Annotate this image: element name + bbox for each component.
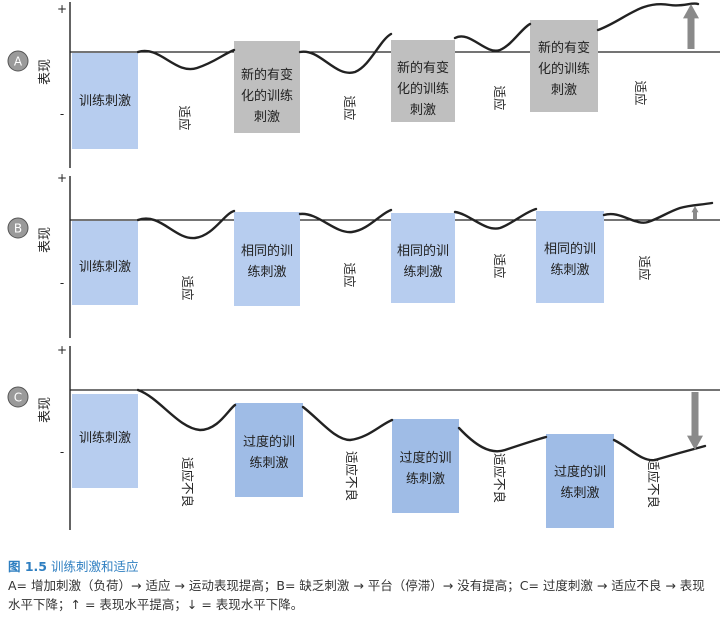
panel-a: +-A 表现训练刺激新的有变化的训练刺激新的有变化的训练刺激新的有变化的训练刺激适…: [7, 2, 720, 168]
stimulus-box-text: 化的训练: [538, 61, 590, 77]
stimulus-box-text: 新的有变: [241, 67, 293, 83]
stimulus-box-text: 练刺激: [550, 263, 589, 278]
performance-curve: [136, 201, 714, 240]
stimulus-box-text: 练刺激: [249, 456, 288, 471]
arrow-up-icon: [683, 4, 699, 49]
adaptation-label: 适应: [633, 80, 648, 105]
stimulus-box-text: 训练刺激: [79, 260, 131, 275]
adaptation-label: 适应不良: [344, 451, 359, 501]
figure-caption: 图 1.5 训练刺激和适应 A= 增加刺激（负荷）→ 适应 → 运动表现提高；B…: [8, 557, 713, 614]
adaptation-label: 适应不良: [492, 453, 507, 503]
stimulus-box-text: 刺激: [254, 110, 280, 125]
adaptation-label: 适应: [342, 262, 357, 287]
adaptation-label: 适应不良: [646, 458, 661, 508]
stimulus-box-text: 相同的训: [241, 243, 293, 259]
stimulus-box: 训练刺激: [72, 394, 138, 488]
panel-letter-badge: C: [7, 386, 29, 408]
adaptation-label: 适应: [342, 95, 357, 120]
caption-body: A= 增加刺激（负荷）→ 适应 → 运动表现提高；B= 缺乏刺激 → 平台（停滞…: [8, 578, 705, 612]
stimulus-box-text: 过度的训: [243, 434, 295, 450]
y-axis-label: 表现: [38, 397, 53, 423]
y-axis-label: 表现: [38, 227, 53, 253]
stimulus-box-text: 过度的训: [399, 450, 451, 466]
performance-curve: [136, 388, 707, 462]
plus-sign: +: [57, 2, 67, 16]
adaptation-label: 适应: [180, 275, 195, 300]
stimulus-box-text: 过度的训: [554, 464, 606, 480]
adaptation-label: 适应: [637, 255, 652, 280]
minus-sign: -: [60, 445, 64, 459]
stimulus-box-text: 训练刺激: [79, 94, 131, 109]
panel-letter-badge: A: [7, 50, 29, 72]
minus-sign: -: [60, 276, 64, 290]
panel-letter-badge: B: [7, 217, 29, 239]
stimulus-box-text: 相同的训: [397, 243, 449, 259]
stimulus-box-text: 化的训练: [397, 81, 449, 97]
panel-letter: C: [14, 391, 22, 405]
stimulus-box-text: 化的训练: [241, 88, 293, 104]
stimulus-box-text: 练刺激: [560, 486, 599, 501]
stimulus-box-text: 新的有变: [538, 40, 590, 56]
minus-sign: -: [60, 107, 64, 121]
stimulus-box-text: 练刺激: [406, 472, 445, 487]
training-stimulus-diagram: +-A 表现训练刺激新的有变化的训练刺激新的有变化的训练刺激新的有变化的训练刺激适…: [7, 2, 720, 530]
plus-sign: +: [57, 343, 67, 357]
plus-sign: +: [57, 171, 67, 185]
arrow-down-icon: [687, 392, 703, 450]
panel-letter: A: [14, 55, 23, 69]
adaptation-label: 适应: [492, 253, 507, 278]
stimulus-box-text: 刺激: [551, 83, 577, 98]
adaptation-label: 适应: [492, 85, 507, 110]
stimulus-box-text: 练刺激: [403, 265, 442, 280]
stimulus-box: 训练刺激: [72, 221, 138, 305]
caption-figure-number: 图 1.5: [8, 559, 47, 574]
stimulus-box-text: 练刺激: [247, 265, 286, 280]
stimulus-box-text: 新的有变: [397, 60, 449, 76]
caption-title: 训练刺激和适应: [50, 559, 139, 574]
performance-curve: [136, 2, 700, 74]
arrow-up-icon: [691, 206, 699, 219]
panel-letter: B: [14, 222, 22, 236]
stimulus-box-text: 相同的训: [544, 241, 596, 257]
y-axis-label: 表现: [38, 59, 53, 85]
stimulus-box-text: 刺激: [410, 103, 436, 118]
adaptation-label: 适应: [177, 105, 192, 130]
adaptation-label: 适应不良: [180, 457, 195, 507]
stimulus-box: 训练刺激: [72, 53, 138, 149]
stimulus-box-text: 训练刺激: [79, 431, 131, 446]
